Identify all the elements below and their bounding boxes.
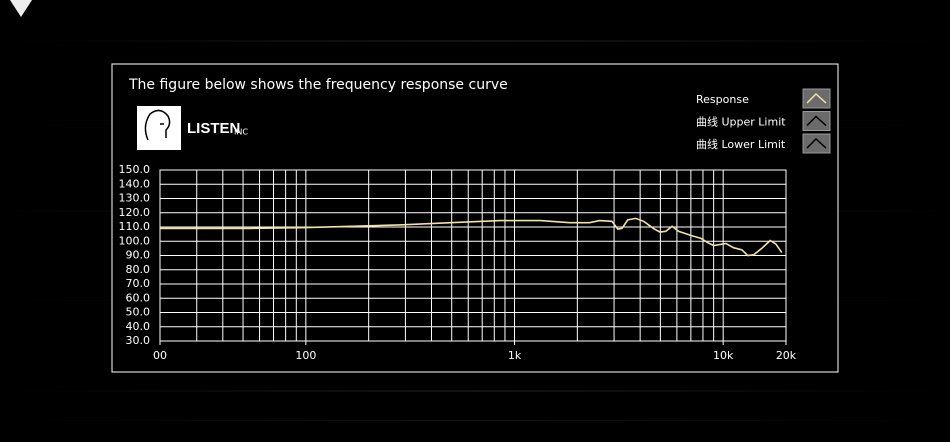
legend-swatch-box — [802, 133, 831, 154]
y-tick-label: 80.0 — [126, 263, 151, 276]
menu-arrow[interactable] — [10, 0, 32, 17]
y-tick-label: 120.0 — [119, 206, 151, 219]
x-tick-label: 10k — [713, 349, 734, 362]
y-tick-label: 40.0 — [126, 320, 151, 333]
logo: LISTEN INC — [137, 106, 248, 150]
legend-swatch-box — [802, 111, 831, 131]
y-tick-label: 70.0 — [126, 277, 151, 290]
y-tick-label: 130.0 — [119, 192, 151, 205]
legend: Response 曲线 Upper Limit 曲线 Lower Limit — [696, 88, 831, 154]
y-tick-label: 110.0 — [119, 220, 151, 233]
x-tick-label: 100 — [295, 349, 316, 362]
response-line — [160, 217, 783, 257]
y-tick-label: 150.0 — [119, 163, 151, 176]
y-tick-label: 90.0 — [126, 249, 151, 262]
legend-swatch-icon — [806, 137, 827, 149]
legend-label: Response — [696, 93, 749, 106]
plot: 30.040.050.0 60.070.080.090.0 100.0110.012… — [119, 163, 797, 362]
legend-swatch-icon — [806, 115, 827, 127]
legend-swatch[interactable] — [802, 133, 831, 154]
y-tick-label: 60.0 — [126, 291, 151, 304]
y-tick-label: 100.0 — [119, 234, 151, 247]
x-tick-label: 1k — [508, 349, 522, 362]
legend-swatch[interactable] — [802, 88, 831, 109]
legend-swatch-icon — [806, 92, 827, 104]
logo-suffix: INC — [234, 128, 248, 137]
y-tick-label: 50.0 — [126, 306, 151, 319]
legend-swatch[interactable] — [802, 111, 831, 131]
y-tick-label: 140.0 — [119, 177, 151, 190]
x-tick-label: 00 — [153, 349, 167, 362]
x-tick-label: 20k — [776, 349, 797, 362]
logo-text: LISTEN — [187, 120, 240, 137]
legend-label: 曲线 Lower Limit — [696, 137, 786, 151]
chart-title: The figure below shows the frequency res… — [128, 77, 508, 93]
legend-label: 曲线 Upper Limit — [696, 115, 786, 129]
y-tick-label: 30.0 — [126, 334, 151, 347]
legend-swatch-box — [802, 88, 831, 109]
